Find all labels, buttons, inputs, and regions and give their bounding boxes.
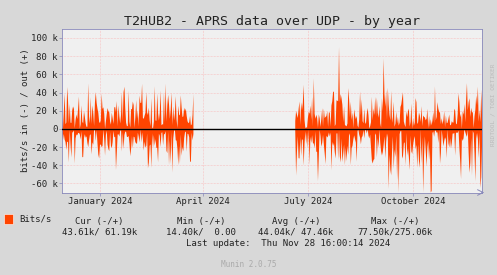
Text: Avg (-/+): Avg (-/+) [271,217,320,226]
Text: 77.50k/275.06k: 77.50k/275.06k [357,228,433,237]
Text: Cur (-/+): Cur (-/+) [75,217,124,226]
Text: 44.04k/ 47.46k: 44.04k/ 47.46k [258,228,333,237]
Text: RRDTOOL / TOBI OETIKER: RRDTOOL / TOBI OETIKER [491,63,496,146]
Text: Munin 2.0.75: Munin 2.0.75 [221,260,276,269]
Title: T2HUB2 - APRS data over UDP - by year: T2HUB2 - APRS data over UDP - by year [124,15,420,28]
Text: Bits/s: Bits/s [19,214,51,223]
Text: 14.40k/  0.00: 14.40k/ 0.00 [166,228,236,237]
Text: Max (-/+): Max (-/+) [371,217,419,226]
Text: Last update:  Thu Nov 28 16:00:14 2024: Last update: Thu Nov 28 16:00:14 2024 [186,239,390,248]
Y-axis label: bits/s in (-) / out (+): bits/s in (-) / out (+) [21,49,30,172]
Text: 43.61k/ 61.19k: 43.61k/ 61.19k [62,228,137,237]
Text: Min (-/+): Min (-/+) [177,217,226,226]
